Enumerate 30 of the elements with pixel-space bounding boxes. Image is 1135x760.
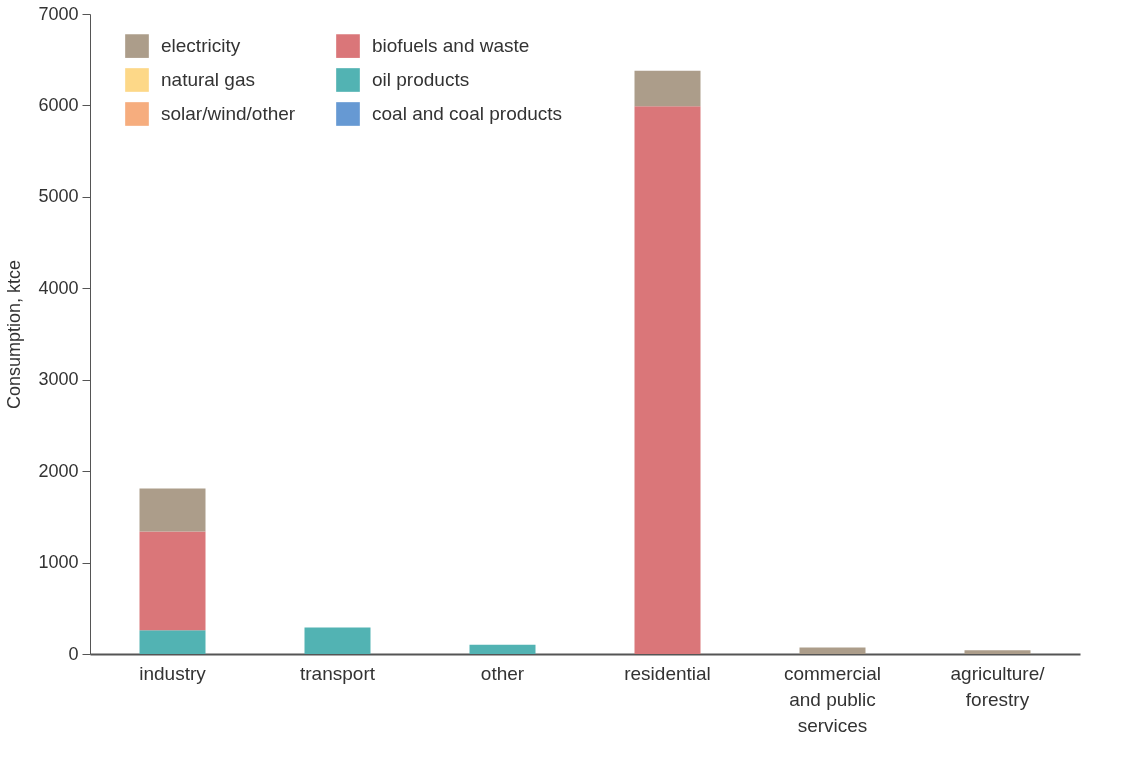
- x-tick-label: residential: [624, 662, 711, 684]
- y-tick-label: 6000: [38, 94, 79, 115]
- y-tick-label: 4000: [38, 277, 79, 298]
- bar: [634, 106, 701, 654]
- y-tick-label: 5000: [38, 186, 79, 207]
- bar: [139, 488, 206, 532]
- y-axis-title: Consumption, ktce: [4, 259, 25, 410]
- x-tick-label: industry: [139, 662, 207, 684]
- legend-label: electricity: [161, 35, 241, 57]
- legend-label: coal and coal products: [372, 103, 563, 124]
- legend-label: oil products: [372, 69, 470, 90]
- bar: [139, 531, 206, 631]
- bar: [634, 70, 701, 107]
- y-tick-label: 0: [68, 643, 79, 664]
- bar: [139, 630, 206, 654]
- y-tick-label: 2000: [38, 460, 79, 481]
- legend-label: solar/wind/other: [161, 103, 296, 124]
- y-tick-label: 7000: [38, 3, 79, 24]
- y-tick-label: 1000: [38, 552, 79, 573]
- legend-label: biofuels and waste: [372, 35, 530, 57]
- bar: [964, 650, 1031, 654]
- x-tick-label: agriculture/forestry: [950, 662, 1046, 710]
- x-tick-label: other: [480, 662, 525, 684]
- x-tick-label: transport: [300, 662, 376, 684]
- x-tick-label: commercial and public services: [783, 662, 882, 736]
- bar: [799, 647, 866, 654]
- bar: [469, 644, 536, 654]
- bar: [304, 627, 371, 654]
- legend-label: natural gas: [161, 69, 256, 90]
- y-tick-label: 3000: [38, 369, 79, 390]
